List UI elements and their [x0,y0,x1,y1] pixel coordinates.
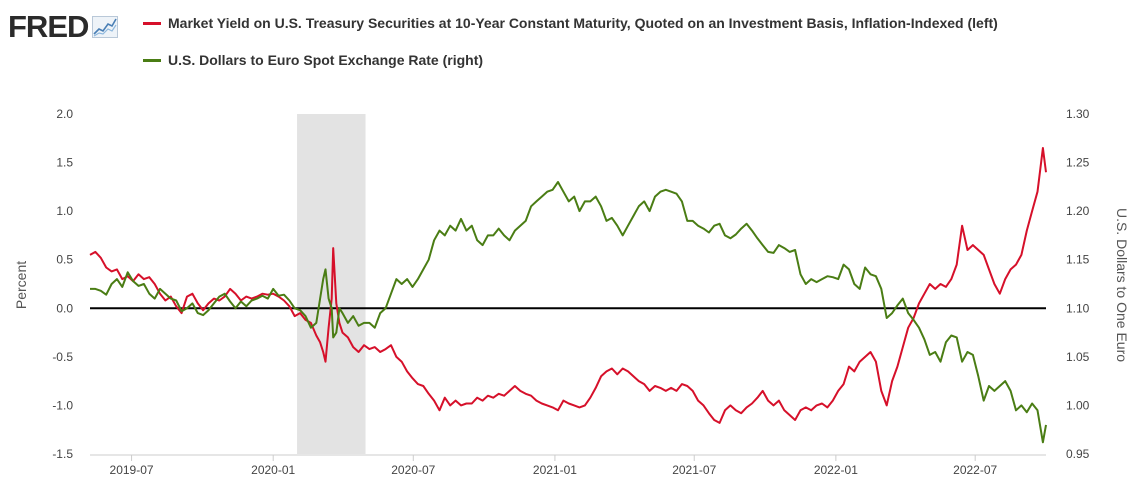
legend-swatch-series-1 [143,22,161,25]
chart-trend-icon [92,16,119,38]
legend: Market Yield on U.S. Treasury Securities… [143,14,1003,70]
right-tick-label: 1.15 [1066,253,1090,267]
right-tick-label: 1.05 [1066,350,1090,364]
x-tick-label: 2022-01 [814,463,858,477]
left-tick-label: -1.5 [52,447,73,461]
right-tick-label: 1.00 [1066,398,1090,412]
legend-item-series-2[interactable]: U.S. Dollars to Euro Spot Exchange Rate … [143,51,1003,70]
x-tick-label: 2019-07 [110,463,154,477]
left-tick-label: 1.5 [56,156,73,170]
left-tick-label: 0.5 [56,253,73,267]
fred-logo[interactable]: FRED [8,9,119,44]
left-tick-label: 0.0 [56,301,73,315]
legend-swatch-series-2 [143,59,161,62]
right-tick-label: 1.25 [1066,156,1090,170]
right-axis-ticks: 1.30 1.25 1.20 1.15 1.10 1.05 1.00 0.95 [1066,107,1090,461]
right-tick-label: 1.30 [1066,107,1090,121]
logo-text: FRED [8,9,89,44]
left-tick-label: 2.0 [56,107,73,121]
x-tick-label: 2021-01 [533,463,577,477]
legend-label-series-1: Market Yield on U.S. Treasury Securities… [168,15,998,31]
x-tick-label: 2020-01 [251,463,295,477]
left-axis-ticks: 2.0 1.5 1.0 0.5 0.0 -0.5 -1.0 -1.5 [52,107,73,461]
left-tick-label: -1.0 [52,398,73,412]
x-axis-ticks: 2019-07 2020-01 2020-07 2021-01 2021-07 2022-… [90,454,1046,477]
legend-item-series-1[interactable]: Market Yield on U.S. Treasury Securities… [143,14,1003,33]
right-tick-label: 1.20 [1066,204,1090,218]
left-tick-label: 1.0 [56,204,73,218]
series-line-1 [89,147,1047,424]
x-tick-label: 2022-07 [953,463,997,477]
x-tick-label: 2021-07 [672,463,716,477]
series-lines [89,147,1047,444]
right-axis-title: U.S. Dollars to One Euro [1114,208,1130,362]
x-tick-label: 2020-07 [391,463,435,477]
left-tick-label: -0.5 [52,350,73,364]
right-tick-label: 0.95 [1066,447,1090,461]
legend-label-series-2: U.S. Dollars to Euro Spot Exchange Rate … [168,52,484,68]
left-axis-title: Percent [13,261,29,309]
series-line-2 [90,181,1047,444]
right-tick-label: 1.10 [1066,301,1090,315]
